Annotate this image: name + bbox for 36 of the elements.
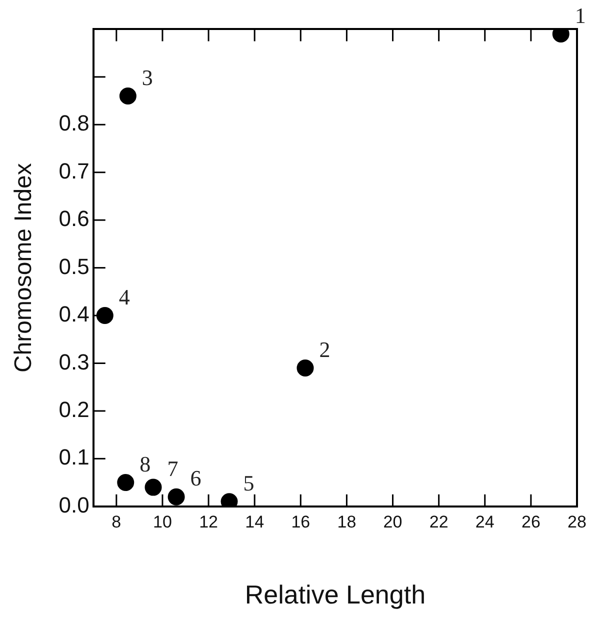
- x-tick-label: 18: [337, 512, 356, 532]
- x-tick-label: 22: [429, 512, 448, 532]
- y-tick-label: 0.5: [58, 254, 90, 279]
- x-tick-label: 26: [521, 512, 540, 532]
- y-tick-label: 0.4: [58, 302, 90, 327]
- x-axis-title: Relative Length: [244, 580, 426, 610]
- point: [296, 360, 314, 377]
- point: [144, 478, 162, 496]
- annotation: 5: [243, 470, 254, 496]
- annotation: 1: [574, 2, 586, 28]
- annotation: 3: [142, 64, 153, 90]
- point: [119, 88, 136, 105]
- annotation: 2: [319, 336, 330, 362]
- y-tick-label: 0.3: [58, 349, 90, 374]
- y-tick-label: 0.0: [58, 492, 90, 518]
- x-tick-label: 24: [475, 512, 494, 532]
- x-tick-label: 8: [112, 512, 122, 532]
- point: [168, 488, 185, 506]
- x-tick-label: 12: [199, 512, 218, 532]
- y-axis-title: Chromosome Index: [10, 163, 38, 373]
- point: [96, 307, 114, 324]
- x-tick-label: 16: [291, 512, 310, 532]
- y-tick-label: 0.8: [58, 110, 90, 136]
- y-tick-label: 0.6: [58, 206, 90, 232]
- annotation: 7: [167, 456, 178, 482]
- y-tick-label: 0.2: [58, 397, 90, 422]
- x-tick-label: 28: [568, 512, 586, 532]
- x-tick-label: 14: [245, 512, 264, 532]
- x-tick-label: 20: [383, 512, 402, 532]
- y-tick-label: 0.1: [58, 444, 90, 470]
- point: [117, 474, 134, 492]
- x-tick-label: 10: [153, 512, 172, 532]
- annotation: 8: [140, 451, 151, 476]
- y-tick-label: 0.7: [58, 158, 90, 184]
- annotation: 4: [118, 284, 130, 310]
- annotation: 6: [190, 466, 202, 491]
